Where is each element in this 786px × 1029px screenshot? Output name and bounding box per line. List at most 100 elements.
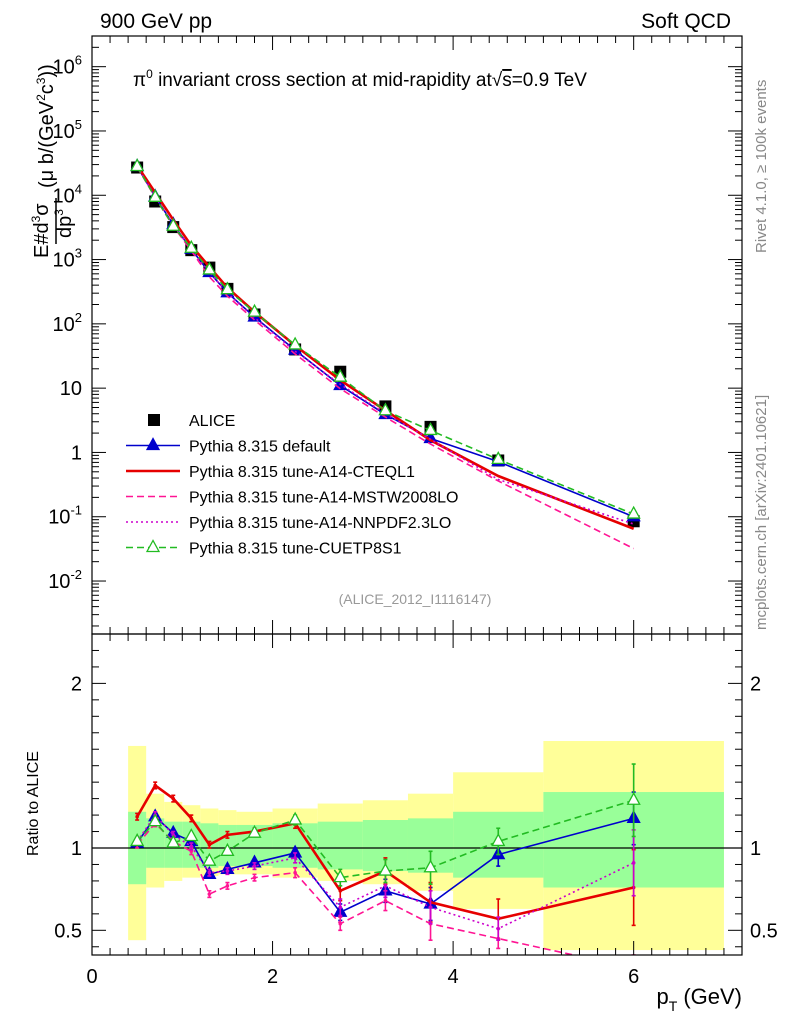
ratio-marker — [148, 813, 163, 827]
main-y-tick-label: 10-1 — [48, 503, 82, 529]
legend-entry: Pythia 8.315 tune-CUETP8S1 — [126, 539, 402, 558]
svg-text:dp3: dp3 — [52, 209, 76, 238]
ratio-point — [631, 861, 636, 865]
ratio-marker — [166, 834, 181, 848]
legend-entry: Pythia 8.315 default — [126, 437, 331, 456]
ratio-point — [153, 783, 157, 788]
x-tick-label: 0 — [86, 966, 97, 988]
ratio-marker — [288, 811, 303, 825]
series-marker — [423, 422, 438, 436]
x-tick-label: 2 — [267, 966, 278, 988]
ratio-plot-panel: 0.5 0.5 1 1 2 2 0 2 4 6 Ratio to ALICE pT (GeV) — [25, 633, 778, 1014]
ratio-y-tick-label-right: 2 — [750, 673, 761, 695]
ratio-point — [171, 796, 176, 801]
y-axis-title: E#d3σ dp3 (μ b/(GeV2c3)) — [29, 64, 76, 258]
ratio-point — [135, 814, 139, 819]
ratio-marker — [220, 842, 235, 856]
main-y-tick-label: 10-2 — [48, 567, 82, 593]
ratio-y-tick-label-right: 0.5 — [750, 920, 778, 942]
series-marker — [247, 303, 262, 317]
series-marker — [333, 368, 348, 382]
ratio-y-tick-label-right: 1 — [750, 838, 761, 860]
ratio-point — [225, 833, 230, 837]
ratio-series-3 — [135, 810, 636, 941]
series-marker — [202, 261, 217, 275]
inner-band-bin — [317, 821, 363, 870]
main-y-tick-label: 106 — [53, 53, 82, 79]
x-axis-title: pT (GeV) — [657, 984, 743, 1014]
legend-label: Pythia 8.315 default — [189, 439, 331, 456]
main-y-tick-label: 104 — [53, 181, 82, 207]
ratio-point — [225, 884, 230, 888]
legend-entry: ALICE — [148, 413, 235, 430]
legend-label: Pythia 8.315 tune-A14-NNPDF2.3LO — [189, 515, 451, 532]
legend-label: Pythia 8.315 tune-A14-MSTW2008LO — [189, 490, 458, 507]
ratio-point — [207, 892, 212, 896]
main-plot-title: π0 invariant cross section at mid-rapidi… — [133, 67, 587, 91]
ratio-point — [252, 875, 257, 880]
ratio-y-tick-label: 2 — [71, 673, 82, 695]
series-marker — [491, 451, 506, 465]
legend-entry: Pythia 8.315 tune-A14-MSTW2008LO — [126, 490, 458, 507]
ratio-point — [207, 870, 212, 875]
main-y-tick-label: 103 — [53, 246, 82, 272]
legend-entry: Pythia 8.315 tune-A14-NNPDF2.3LO — [126, 515, 451, 532]
ratio-y-tick-label: 0.5 — [54, 920, 82, 942]
ratio-y-tick-label: 1 — [71, 838, 82, 860]
ratio-point — [189, 844, 194, 849]
ratio-point — [428, 905, 433, 910]
ratio-marker — [378, 862, 393, 876]
ratio-plot-frame: 0.5 0.5 1 1 2 2 0 2 4 6 — [54, 633, 778, 988]
legend-label: Pythia 8.315 tune-CUETP8S1 — [189, 541, 402, 558]
legend-label: ALICE — [189, 413, 235, 430]
series-marker — [148, 188, 163, 202]
main-plot-series — [130, 158, 641, 550]
ratio-y-axis-title: Ratio to ALICE — [25, 751, 42, 856]
legend-entry: Pythia 8.315 tune-A14-CTEQL1 — [126, 464, 415, 481]
x-tick-label: 4 — [448, 966, 459, 988]
svg-text:E#d3σ: E#d3σ — [29, 203, 53, 258]
series-marker — [378, 402, 393, 416]
header-right: Soft QCD — [641, 10, 731, 33]
rivet-label: Rivet 4.1.0, ≥ 100k events — [753, 80, 770, 253]
ratio-point — [293, 856, 297, 860]
ratio-point — [207, 842, 212, 847]
ratio-marker — [247, 824, 262, 838]
ratio-point — [293, 870, 297, 875]
main-plot-panel: 10-2 10-1 1 10 102 103 104 105 106 π0 invariant … — [29, 35, 743, 635]
ratio-point — [338, 921, 343, 926]
series-marker — [288, 336, 303, 350]
legend: ALICE Pythia 8.315 default Pythia 8.315 tu… — [126, 413, 458, 558]
series-marker — [626, 505, 641, 519]
ratio-marker — [333, 869, 348, 883]
ratio-point — [496, 926, 501, 931]
main-plot-frame: 10-2 10-1 1 10 102 103 104 105 106 — [48, 35, 743, 635]
ratio-plot-series — [130, 763, 641, 955]
series-marker — [166, 217, 181, 231]
series-marker — [220, 281, 235, 295]
inner-band-bin — [146, 818, 165, 868]
ratio-point — [252, 864, 257, 868]
legend-marker — [145, 539, 161, 553]
ratio-series-clipped — [130, 763, 641, 955]
svg-text:(μ b/(GeV2c3)): (μ b/(GeV2c3)) — [34, 64, 58, 188]
ratio-point — [225, 869, 230, 873]
ratio-marker — [423, 859, 438, 873]
ratio-marker — [202, 852, 217, 866]
main-y-tick-label: 1 — [71, 442, 82, 464]
watermark: (ALICE_2012_I1116147) — [339, 591, 492, 607]
ratio-marker — [184, 828, 199, 842]
series-line — [136, 166, 634, 525]
series-4 — [136, 166, 634, 525]
series-marker — [184, 239, 199, 253]
series-marker — [130, 158, 145, 172]
legend-label: Pythia 8.315 tune-A14-CTEQL1 — [189, 464, 415, 481]
main-y-tick-label: 105 — [53, 117, 82, 143]
ratio-series-4 — [130, 763, 641, 887]
header-left: 900 GeV pp — [100, 10, 212, 33]
x-tick-label: 6 — [628, 966, 639, 988]
series-5 — [130, 158, 641, 519]
legend-marker — [145, 437, 161, 451]
